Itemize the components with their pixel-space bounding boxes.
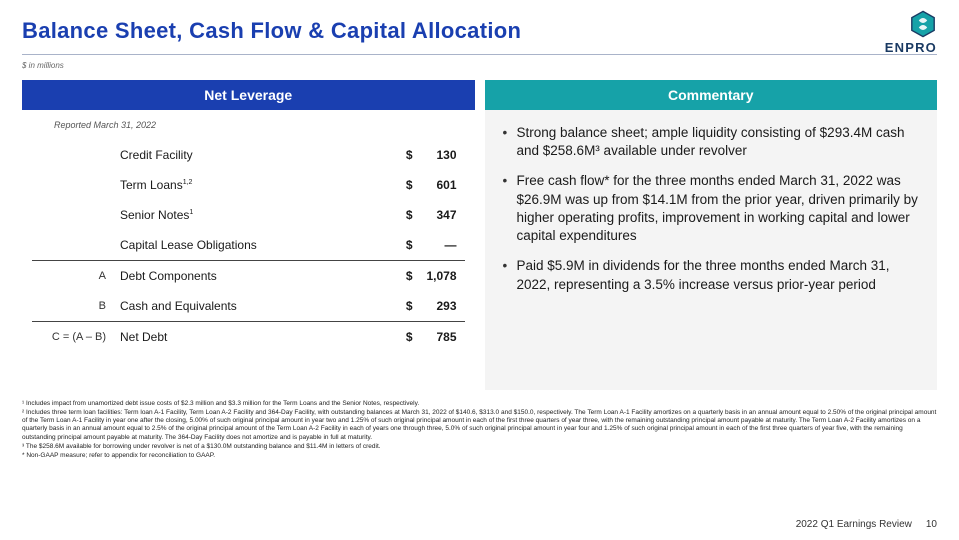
net-leverage-header: Net Leverage	[22, 80, 475, 110]
brand-logo: ENPRO	[885, 10, 937, 55]
footnote-line: ¹ Includes impact from unamortized debt …	[22, 400, 937, 408]
table-row: BCash and Equivalents$293	[32, 291, 465, 322]
footnote-line: ² Includes three term loan facilities: T…	[22, 409, 937, 442]
commentary-item: Paid $5.9M in dividends for the three mo…	[501, 257, 922, 293]
footnote-line: ³ The $258.6M available for borrowing un…	[22, 443, 937, 451]
commentary-header: Commentary	[485, 80, 938, 110]
brand-text: ENPRO	[885, 40, 937, 55]
footnote-line: * Non-GAAP measure; refer to appendix fo…	[22, 452, 937, 460]
footnotes: ¹ Includes impact from unamortized debt …	[22, 400, 937, 460]
table-row: C = (A – B)Net Debt$785	[32, 322, 465, 353]
commentary-item: Free cash flow* for the three months end…	[501, 172, 922, 245]
title-rule	[22, 54, 937, 55]
commentary-body: Strong balance sheet; ample liquidity co…	[485, 110, 938, 390]
net-leverage-table: Credit Facility$130Term Loans1,2$601Seni…	[32, 140, 465, 352]
footer-page: 10	[926, 519, 937, 530]
reported-date: Reported March 31, 2022	[32, 120, 465, 130]
units-note: $ in millions	[22, 61, 937, 70]
table-row: Credit Facility$130	[32, 140, 465, 170]
page-title: Balance Sheet, Cash Flow & Capital Alloc…	[22, 18, 937, 44]
footer: 2022 Q1 Earnings Review 10	[796, 519, 937, 530]
table-row: Term Loans1,2$601	[32, 170, 465, 200]
table-row: Capital Lease Obligations$—	[32, 230, 465, 261]
table-row: Senior Notes1$347	[32, 200, 465, 230]
table-row: ADebt Components$1,078	[32, 261, 465, 292]
commentary-item: Strong balance sheet; ample liquidity co…	[501, 124, 922, 160]
footer-label: 2022 Q1 Earnings Review	[796, 519, 912, 530]
